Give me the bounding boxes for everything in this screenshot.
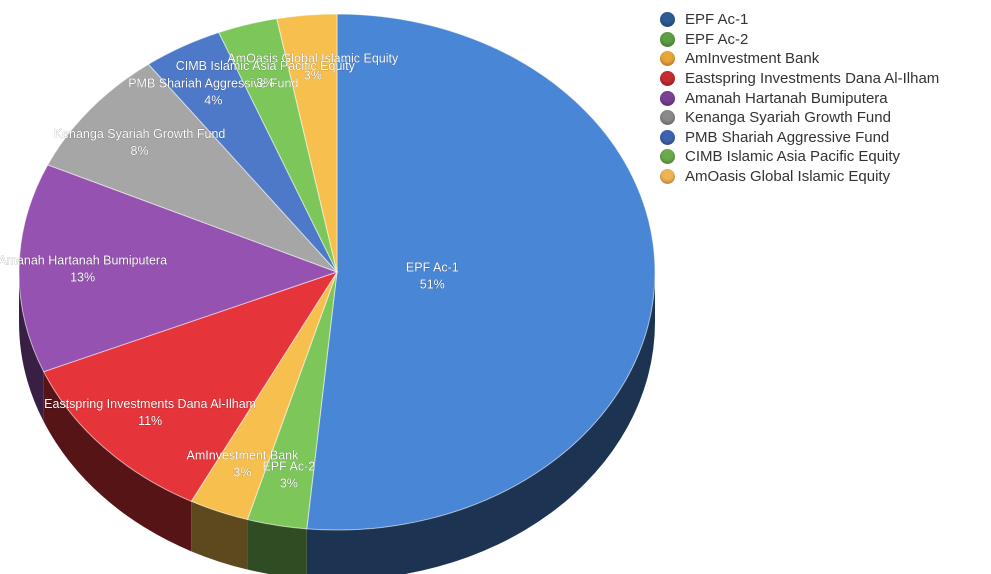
legend-swatch <box>660 129 675 145</box>
slice-label-name-8: AmOasis Global Islamic Equity <box>227 52 399 66</box>
legend-swatch <box>660 12 675 28</box>
legend-item: Kenanga Syariah Growth Fund <box>660 108 939 128</box>
slice-side-3 <box>43 371 192 552</box>
slice-label-value-1: 3% <box>280 477 298 491</box>
legend-item: EPF Ac-1 <box>660 10 939 30</box>
slice-side-0 <box>306 272 655 574</box>
slice-label-name-0: EPF Ac-1 <box>406 261 459 275</box>
slice-label-value-4: 13% <box>70 271 95 285</box>
slice-label-name-6: PMB Shariah Aggressive Fund <box>128 77 298 91</box>
slice-label-value-2: 3% <box>233 466 251 480</box>
legend-swatch <box>660 149 675 165</box>
slice-side-2 <box>191 501 248 570</box>
slice-label-name-7: CIMB Islamic Asia Pacific Equity <box>176 59 356 73</box>
legend-swatch <box>660 169 675 185</box>
legend-item: AmInvestment Bank <box>660 49 939 69</box>
slice-labels: EPF Ac-1 51% EPF Ac-2 3% AmInvestment Bank 3%… <box>0 51 459 491</box>
slice-label-value-5: 8% <box>131 144 149 158</box>
slice-side-1 <box>247 519 307 574</box>
slice-side-4 <box>19 272 44 422</box>
legend-swatch <box>660 90 675 106</box>
pie-depth <box>19 272 655 574</box>
slice-5 <box>47 63 338 273</box>
legend-item: Amanah Hartanah Bumiputera <box>660 88 939 108</box>
legend-item: PMB Shariah Aggressive Fund <box>660 128 939 148</box>
legend-item: EPF Ac-2 <box>660 30 939 50</box>
slice-label-value-8: 3% <box>304 69 322 83</box>
legend-swatch <box>660 51 675 67</box>
legend-label: CIMB Islamic Asia Pacific Equity <box>685 148 901 166</box>
slice-8 <box>276 13 338 273</box>
legend-label: PMB Shariah Aggressive Fund <box>685 128 890 146</box>
slice-label-name-4: Amanah Hartanah Bumiputera <box>0 254 167 268</box>
slice-label-name-2: AmInvestment Bank <box>187 449 300 463</box>
legend-item: Eastspring Investments Dana Al-Ilham <box>660 69 939 89</box>
legend-label: Amanah Hartanah Bumiputera <box>685 89 888 107</box>
slice-0 <box>306 13 656 531</box>
legend-label: Kenanga Syariah Growth Fund <box>685 109 891 127</box>
legend-swatch <box>660 71 675 87</box>
legend-swatch <box>660 31 675 47</box>
legend-label: AmInvestment Bank <box>685 50 820 68</box>
slice-label-value-6: 4% <box>204 94 222 108</box>
slice-label-name-3: Eastspring Investments Dana Al-Ilham <box>44 397 256 411</box>
legend-item: AmOasis Global Islamic Equity <box>660 167 939 187</box>
legend-label: AmOasis Global Islamic Equity <box>685 168 891 186</box>
slice-3 <box>42 271 339 502</box>
slice-label-value-0: 51% <box>420 278 445 292</box>
slice-4 <box>18 164 339 373</box>
legend-label: EPF Ac-2 <box>685 30 749 48</box>
legend-swatch <box>660 110 675 126</box>
slice-label-value-3: 11% <box>138 414 162 428</box>
pie-slices <box>18 13 656 531</box>
slice-label-name-1: EPF Ac-2 <box>262 460 315 474</box>
legend-label: Eastspring Investments Dana Al-Ilham <box>685 70 940 88</box>
slice-label-value-7: 3% <box>256 76 274 90</box>
legend-item: CIMB Islamic Asia Pacific Equity <box>660 147 939 167</box>
slice-label-name-5: Kenanga Syariah Growth Fund <box>54 127 226 141</box>
legend: EPF Ac-1 EPF Ac-2 AmInvestment Bank Eastspr… <box>660 10 939 186</box>
legend-label: EPF Ac-1 <box>685 11 749 29</box>
